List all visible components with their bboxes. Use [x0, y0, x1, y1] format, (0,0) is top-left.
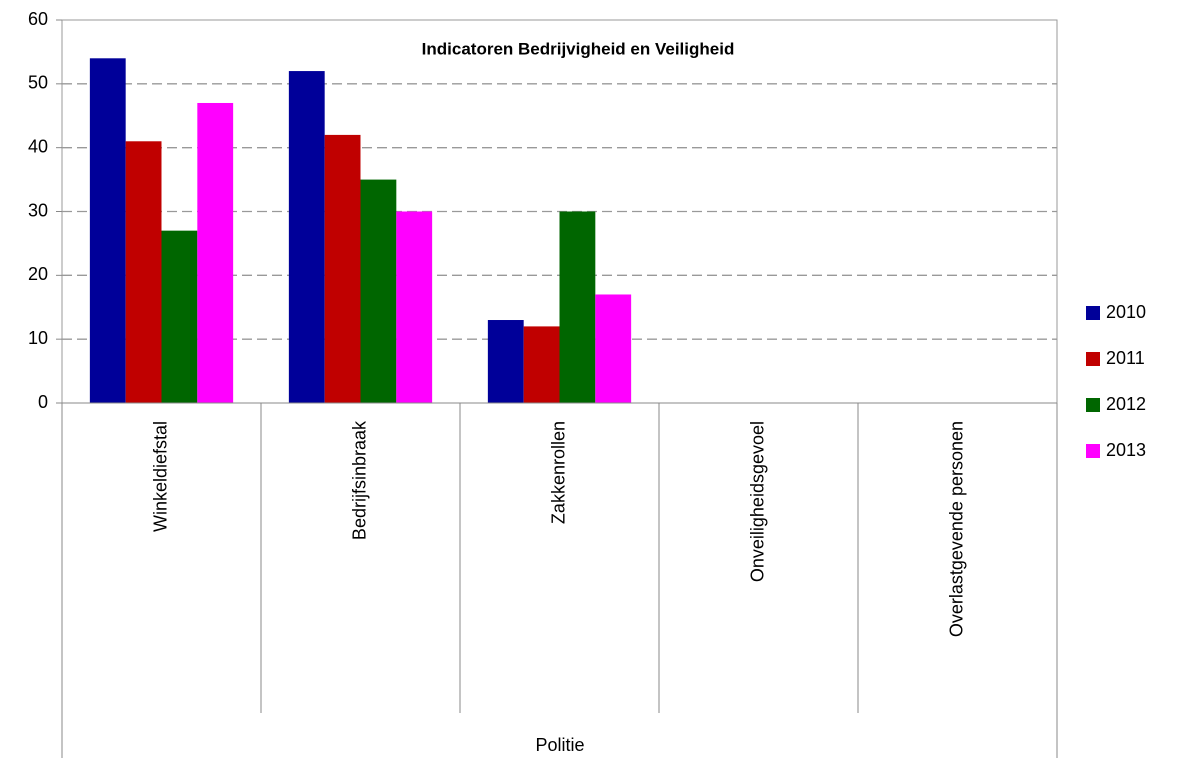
x-tick-label: Overlastgevende personen: [946, 421, 966, 637]
y-tick-label: 10: [28, 328, 48, 348]
bar: [523, 326, 560, 403]
y-tick-label: 40: [28, 136, 48, 156]
legend-label: 2012: [1106, 394, 1146, 414]
y-tick-label: 60: [28, 9, 48, 29]
bar: [360, 179, 397, 403]
legend-swatch: [1086, 352, 1100, 366]
legend-swatch: [1086, 444, 1100, 458]
legend-swatch: [1086, 306, 1100, 320]
bar: [396, 211, 433, 403]
y-tick-label: 50: [28, 73, 48, 93]
bar: [595, 294, 632, 403]
bar: [559, 211, 596, 403]
y-tick-label: 20: [28, 264, 48, 284]
x-tick-label: Winkeldiefstal: [150, 421, 170, 532]
legend-swatch: [1086, 398, 1100, 412]
y-tick-label: 30: [28, 200, 48, 220]
x-tick-label: Zakkenrollen: [548, 421, 568, 524]
legend-label: 2010: [1106, 302, 1146, 322]
legend-label: 2013: [1106, 440, 1146, 460]
bar: [161, 230, 198, 403]
category-group-label: Politie: [535, 735, 584, 755]
bar: [197, 102, 234, 403]
x-tick-label: Onveiligheidsgevoel: [747, 421, 767, 582]
legend-label: 2011: [1106, 348, 1145, 368]
bar: [288, 71, 325, 404]
bar: [89, 58, 126, 404]
bar: [487, 320, 524, 403]
bar: [125, 141, 162, 404]
y-tick-label: 0: [38, 392, 48, 412]
chart-title: Indicatoren Bedrijvigheid en Veiligheid: [422, 39, 735, 58]
bar: [324, 134, 361, 403]
x-tick-label: Bedrijfsinbraak: [349, 420, 369, 540]
